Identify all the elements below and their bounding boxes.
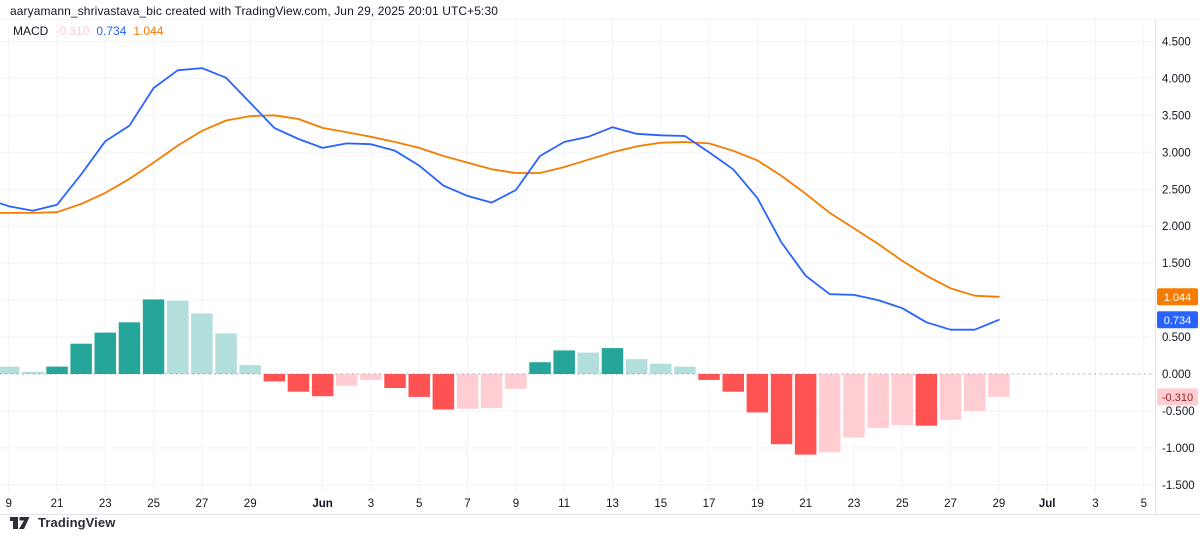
time-tick-label[interactable]: 25 <box>896 498 909 510</box>
time-tick-label[interactable]: 17 <box>703 498 716 510</box>
price-tick-label[interactable]: 3.000 <box>1162 147 1191 159</box>
price-tick-label[interactable]: 2.500 <box>1162 184 1191 196</box>
time-tick-label[interactable]: 27 <box>944 498 957 510</box>
price-tick-label[interactable]: 4.000 <box>1162 73 1191 85</box>
time-tick-label[interactable]: 9 <box>5 498 11 510</box>
histogram-bar <box>384 374 406 388</box>
histogram-bar <box>819 374 841 453</box>
histogram-bar <box>625 359 648 374</box>
histogram-bar <box>553 350 575 374</box>
histogram-bar <box>46 366 68 374</box>
histogram-bar <box>167 300 189 374</box>
tradingview-logo-text: TradingView <box>38 515 116 530</box>
time-tick-label[interactable]: 19 <box>751 498 764 510</box>
price-badge-label: 0.734 <box>1164 315 1192 327</box>
histogram-bar <box>746 374 769 413</box>
time-tick-label[interactable]: 21 <box>799 498 812 510</box>
histogram-bar <box>0 366 20 374</box>
time-tick-label[interactable]: 29 <box>993 498 1006 510</box>
time-tick-label[interactable]: 29 <box>244 498 257 510</box>
histogram-bar <box>770 374 793 445</box>
time-tick-label[interactable]: 13 <box>606 498 619 510</box>
time-tick-label[interactable]: 11 <box>558 498 570 510</box>
histogram-bar <box>263 374 286 382</box>
macd-line <box>0 67 1000 331</box>
price-tick-label[interactable]: -1.500 <box>1162 480 1195 492</box>
histogram-bar <box>891 374 913 425</box>
histogram-bar <box>601 348 624 374</box>
histogram-bar <box>191 313 213 374</box>
histogram-bar <box>915 374 938 426</box>
price-badge <box>1157 311 1198 329</box>
histogram-bar <box>239 365 261 374</box>
histogram-bar <box>336 374 358 386</box>
histogram-bar <box>432 374 455 410</box>
legend-histogram-value: -0.310 <box>55 24 90 38</box>
histogram-bar <box>577 352 599 374</box>
tradingview-logo-icon <box>10 516 30 529</box>
histogram-bar <box>722 374 744 392</box>
price-tick-label[interactable]: 4.500 <box>1162 36 1191 48</box>
time-tick-label[interactable]: 23 <box>848 498 861 510</box>
histogram-bar <box>215 333 237 374</box>
time-tick-label[interactable]: Jul <box>1039 498 1056 510</box>
time-tick-label[interactable]: 9 <box>513 498 519 510</box>
time-tick-label[interactable]: 5 <box>416 498 422 510</box>
indicator-name: MACD <box>13 24 49 38</box>
histogram-bar <box>118 322 141 374</box>
legend-macd-value: 0.734 <box>96 24 127 38</box>
histogram-bar <box>408 374 430 397</box>
histogram-bar <box>480 374 503 408</box>
time-tick-label[interactable]: 5 <box>1141 498 1147 510</box>
price-tick-label[interactable]: -1.000 <box>1162 443 1195 455</box>
time-tick-label[interactable]: 21 <box>51 498 64 510</box>
histogram-bar <box>505 374 527 389</box>
price-tick-label[interactable]: 0.000 <box>1162 369 1191 381</box>
price-badge <box>1157 288 1198 306</box>
histogram-bar <box>674 366 696 374</box>
histogram-bar <box>94 332 116 374</box>
price-badge-label: 1.044 <box>1164 292 1192 304</box>
histogram-bar <box>311 374 334 397</box>
legend-signal-value: 1.044 <box>133 24 164 38</box>
histogram-bar <box>70 343 92 374</box>
time-tick-label[interactable]: 3 <box>368 498 374 510</box>
chart-attribution: aaryamann_shrivastava_bic created with T… <box>10 4 499 18</box>
histogram-bar <box>939 374 962 420</box>
price-badge <box>1157 388 1198 406</box>
time-tick-label[interactable]: 25 <box>147 498 160 510</box>
time-tick-label[interactable]: 27 <box>196 498 209 510</box>
indicator-legend[interactable]: MACD -0.310 0.734 1.044 <box>13 24 163 38</box>
price-tick-label[interactable]: 2.000 <box>1162 221 1191 233</box>
time-tick-label[interactable]: 23 <box>99 498 112 510</box>
histogram-bar <box>650 363 672 374</box>
tradingview-logo[interactable]: TradingView <box>10 515 115 530</box>
histogram-bar <box>698 374 720 380</box>
time-tick-label[interactable]: 3 <box>1092 498 1098 510</box>
histogram-bar <box>988 374 1010 397</box>
price-tick-label[interactable]: -0.500 <box>1162 406 1195 418</box>
price-badge-label: -0.310 <box>1162 392 1193 404</box>
histogram-bar <box>456 374 479 409</box>
histogram-bar <box>287 374 310 392</box>
histogram-bar <box>867 374 889 428</box>
price-tick-label[interactable]: 3.500 <box>1162 110 1191 122</box>
signal-line <box>0 114 1000 298</box>
time-tick-label[interactable]: 7 <box>464 498 470 510</box>
histogram-bar <box>142 299 165 374</box>
price-tick-label[interactable]: 1.500 <box>1162 258 1191 270</box>
histogram-bar <box>843 374 865 438</box>
time-tick-label[interactable]: 15 <box>654 498 667 510</box>
histogram-bar <box>964 374 986 411</box>
histogram-bar <box>22 371 44 374</box>
histogram-bar <box>794 374 817 455</box>
histogram-bar <box>360 374 382 380</box>
time-tick-label[interactable]: Jun <box>312 498 332 510</box>
price-tick-label[interactable]: 0.500 <box>1162 332 1191 344</box>
histogram-bar <box>529 362 551 374</box>
